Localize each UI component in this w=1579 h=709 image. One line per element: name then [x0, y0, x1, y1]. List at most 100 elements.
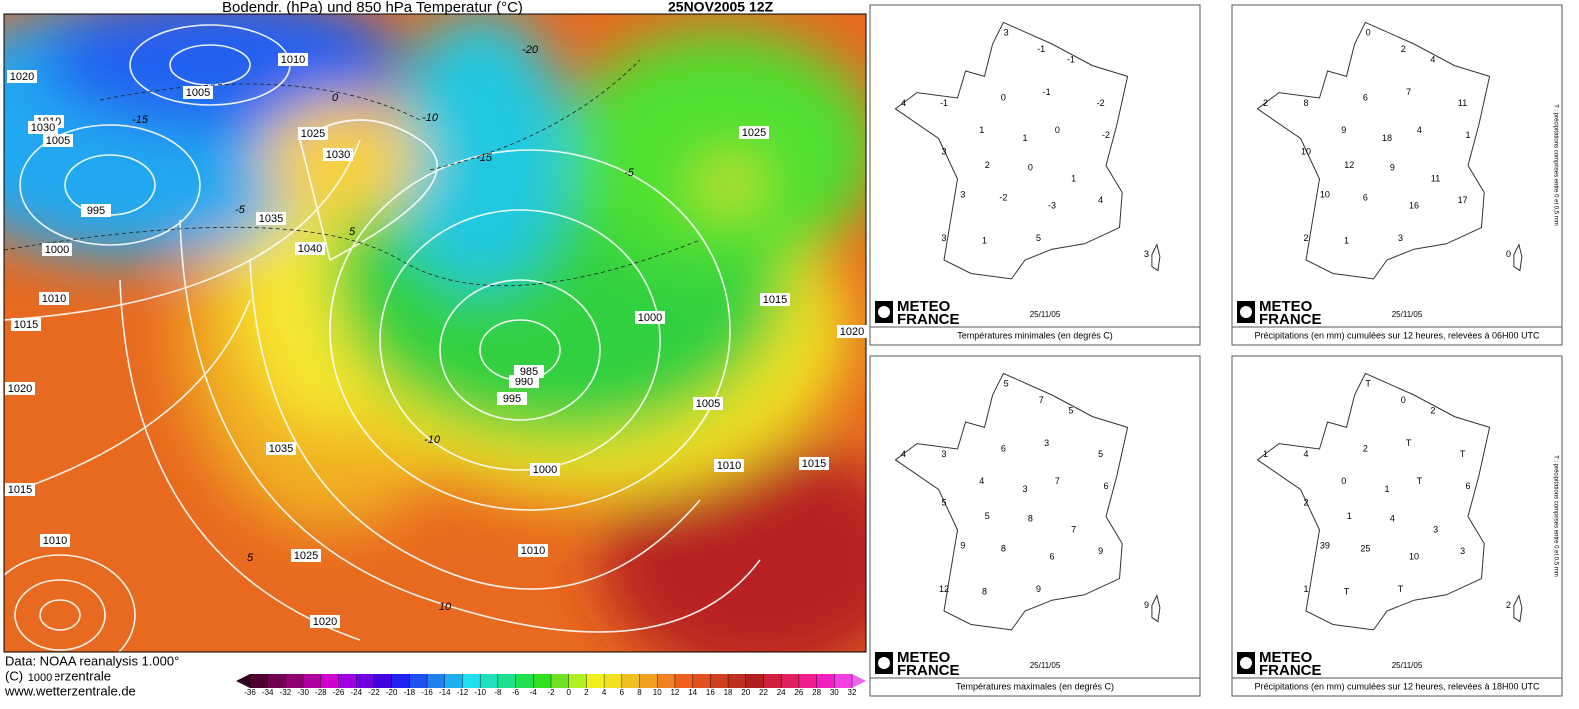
station-value: 6: [1465, 481, 1470, 491]
isobar-label: 1010: [42, 293, 66, 305]
corsica-outline: [1151, 594, 1161, 623]
colorbar-label: 8: [637, 688, 642, 697]
isobar-label-bg: [7, 70, 37, 83]
station-value: 0: [1055, 125, 1060, 135]
station-value: 6: [1103, 481, 1108, 491]
colorbar-segment: [444, 674, 463, 688]
credit: Data: NOAA reanalysis 1.000°: [5, 653, 179, 668]
station-value: -1: [1037, 44, 1045, 54]
colorbar-label: 28: [812, 688, 821, 697]
logo-text: FRANCE: [1259, 311, 1322, 328]
france-outline: [1256, 372, 1491, 631]
colorbar-segment: [462, 674, 481, 688]
colorbar-label: 10: [653, 688, 662, 697]
station-value: 1: [1347, 511, 1352, 521]
panel-frame: [869, 4, 1201, 328]
isobar-label: 1015: [763, 294, 787, 306]
colorbar-segment: [586, 674, 605, 688]
station-value: -2: [1097, 98, 1105, 108]
colorbar-segment: [657, 674, 676, 688]
isobar-label: 1015: [802, 458, 826, 470]
colorbar-label: 26: [794, 688, 803, 697]
station-value: 12: [1344, 160, 1354, 170]
colorbar-label: -6: [512, 688, 520, 697]
colorbar-segment: [568, 674, 587, 688]
logo-icon: [878, 657, 890, 669]
colorbar-arrow: [236, 674, 250, 688]
station-value: T: [1460, 449, 1466, 459]
station-value: 3: [960, 190, 965, 200]
colorbar-label: -10: [474, 688, 486, 697]
station-value: 5: [1098, 449, 1103, 459]
isobar-label-bg: [799, 457, 829, 470]
logo-text: FRANCE: [1259, 662, 1322, 679]
station-value: 2: [1430, 406, 1435, 416]
colorbar-segment: [338, 674, 357, 688]
station-value: 6: [1001, 443, 1006, 453]
colorbar-label: -30: [297, 688, 309, 697]
isobar-label: 1015: [14, 319, 38, 331]
isobar-label-bg: [256, 212, 286, 225]
station-value: 2: [1506, 600, 1511, 610]
station-value: 0: [1401, 395, 1406, 405]
isobar-label: 1025: [294, 550, 318, 562]
station-value: 7: [1039, 395, 1044, 405]
station-value: 8: [1028, 514, 1033, 524]
isobar-label: 1000: [28, 672, 52, 684]
station-value: 17: [1458, 195, 1468, 205]
station-value: 16: [1409, 200, 1419, 210]
panel-caption: Températures minimales (en degrés C): [957, 330, 1113, 340]
colorbar-segment: [745, 674, 764, 688]
isobar-label-bg: [739, 126, 769, 139]
isobar-label: 1040: [298, 243, 322, 255]
isobar-label-bg: [42, 243, 72, 256]
isobar-label-bg: [39, 292, 69, 305]
isobar-label: 1020: [10, 71, 34, 83]
station-value: 1: [1022, 133, 1027, 143]
isobar-label-bg: [323, 148, 353, 161]
station-value: T: [1398, 584, 1404, 594]
station-value: T: [1406, 438, 1412, 448]
isobar-label-bg: [40, 534, 70, 547]
isobar-label: 1000: [533, 464, 557, 476]
colorbar-label: -18: [404, 688, 416, 697]
station-value: -1: [940, 98, 948, 108]
station-value: 3: [1144, 249, 1149, 259]
isobar-label-bg: [43, 134, 73, 147]
caption-frame: [1231, 677, 1563, 697]
station-value: -1: [1043, 87, 1051, 97]
colorbar-segment: [391, 674, 410, 688]
station-value: 9: [1098, 546, 1103, 556]
colorbar-label: 4: [602, 688, 607, 697]
isobar-label: 1025: [742, 127, 766, 139]
france-outline: [894, 21, 1129, 280]
colorbar-segment: [781, 674, 800, 688]
side-note: T : précipitations comprises entre 0 et …: [1552, 104, 1558, 226]
colorbar-label: -22: [368, 688, 380, 697]
isobar-label-bg: [266, 442, 296, 455]
station-value: -2: [1102, 130, 1110, 140]
station-value: 18: [1382, 133, 1392, 143]
colorbar-segment: [604, 674, 623, 688]
station-value: 9: [1390, 163, 1395, 173]
corsica-outline: [1513, 594, 1523, 623]
colorbar-segment: [639, 674, 658, 688]
station-value: 1: [1071, 173, 1076, 183]
temperature-label: -10: [422, 112, 439, 124]
temperature-label: 0: [332, 92, 339, 104]
colorbar-segment: [515, 674, 534, 688]
station-value: 1: [1384, 484, 1389, 494]
isobar-label-bg: [11, 318, 41, 331]
isobar-label: 1005: [186, 87, 210, 99]
colorbar-segment: [285, 674, 304, 688]
isobar-label-bg: [837, 325, 867, 338]
station-value: 10: [1409, 551, 1419, 561]
logo-text: METEO: [897, 649, 951, 666]
station-value: 11: [1458, 98, 1467, 108]
colorbar-label: -8: [494, 688, 502, 697]
colorbar-label: -34: [262, 688, 274, 697]
station-value: -1: [1067, 55, 1075, 65]
colorbar-label: 16: [706, 688, 715, 697]
temperature-label: -10: [424, 434, 441, 446]
station-value: 2: [1303, 497, 1308, 507]
